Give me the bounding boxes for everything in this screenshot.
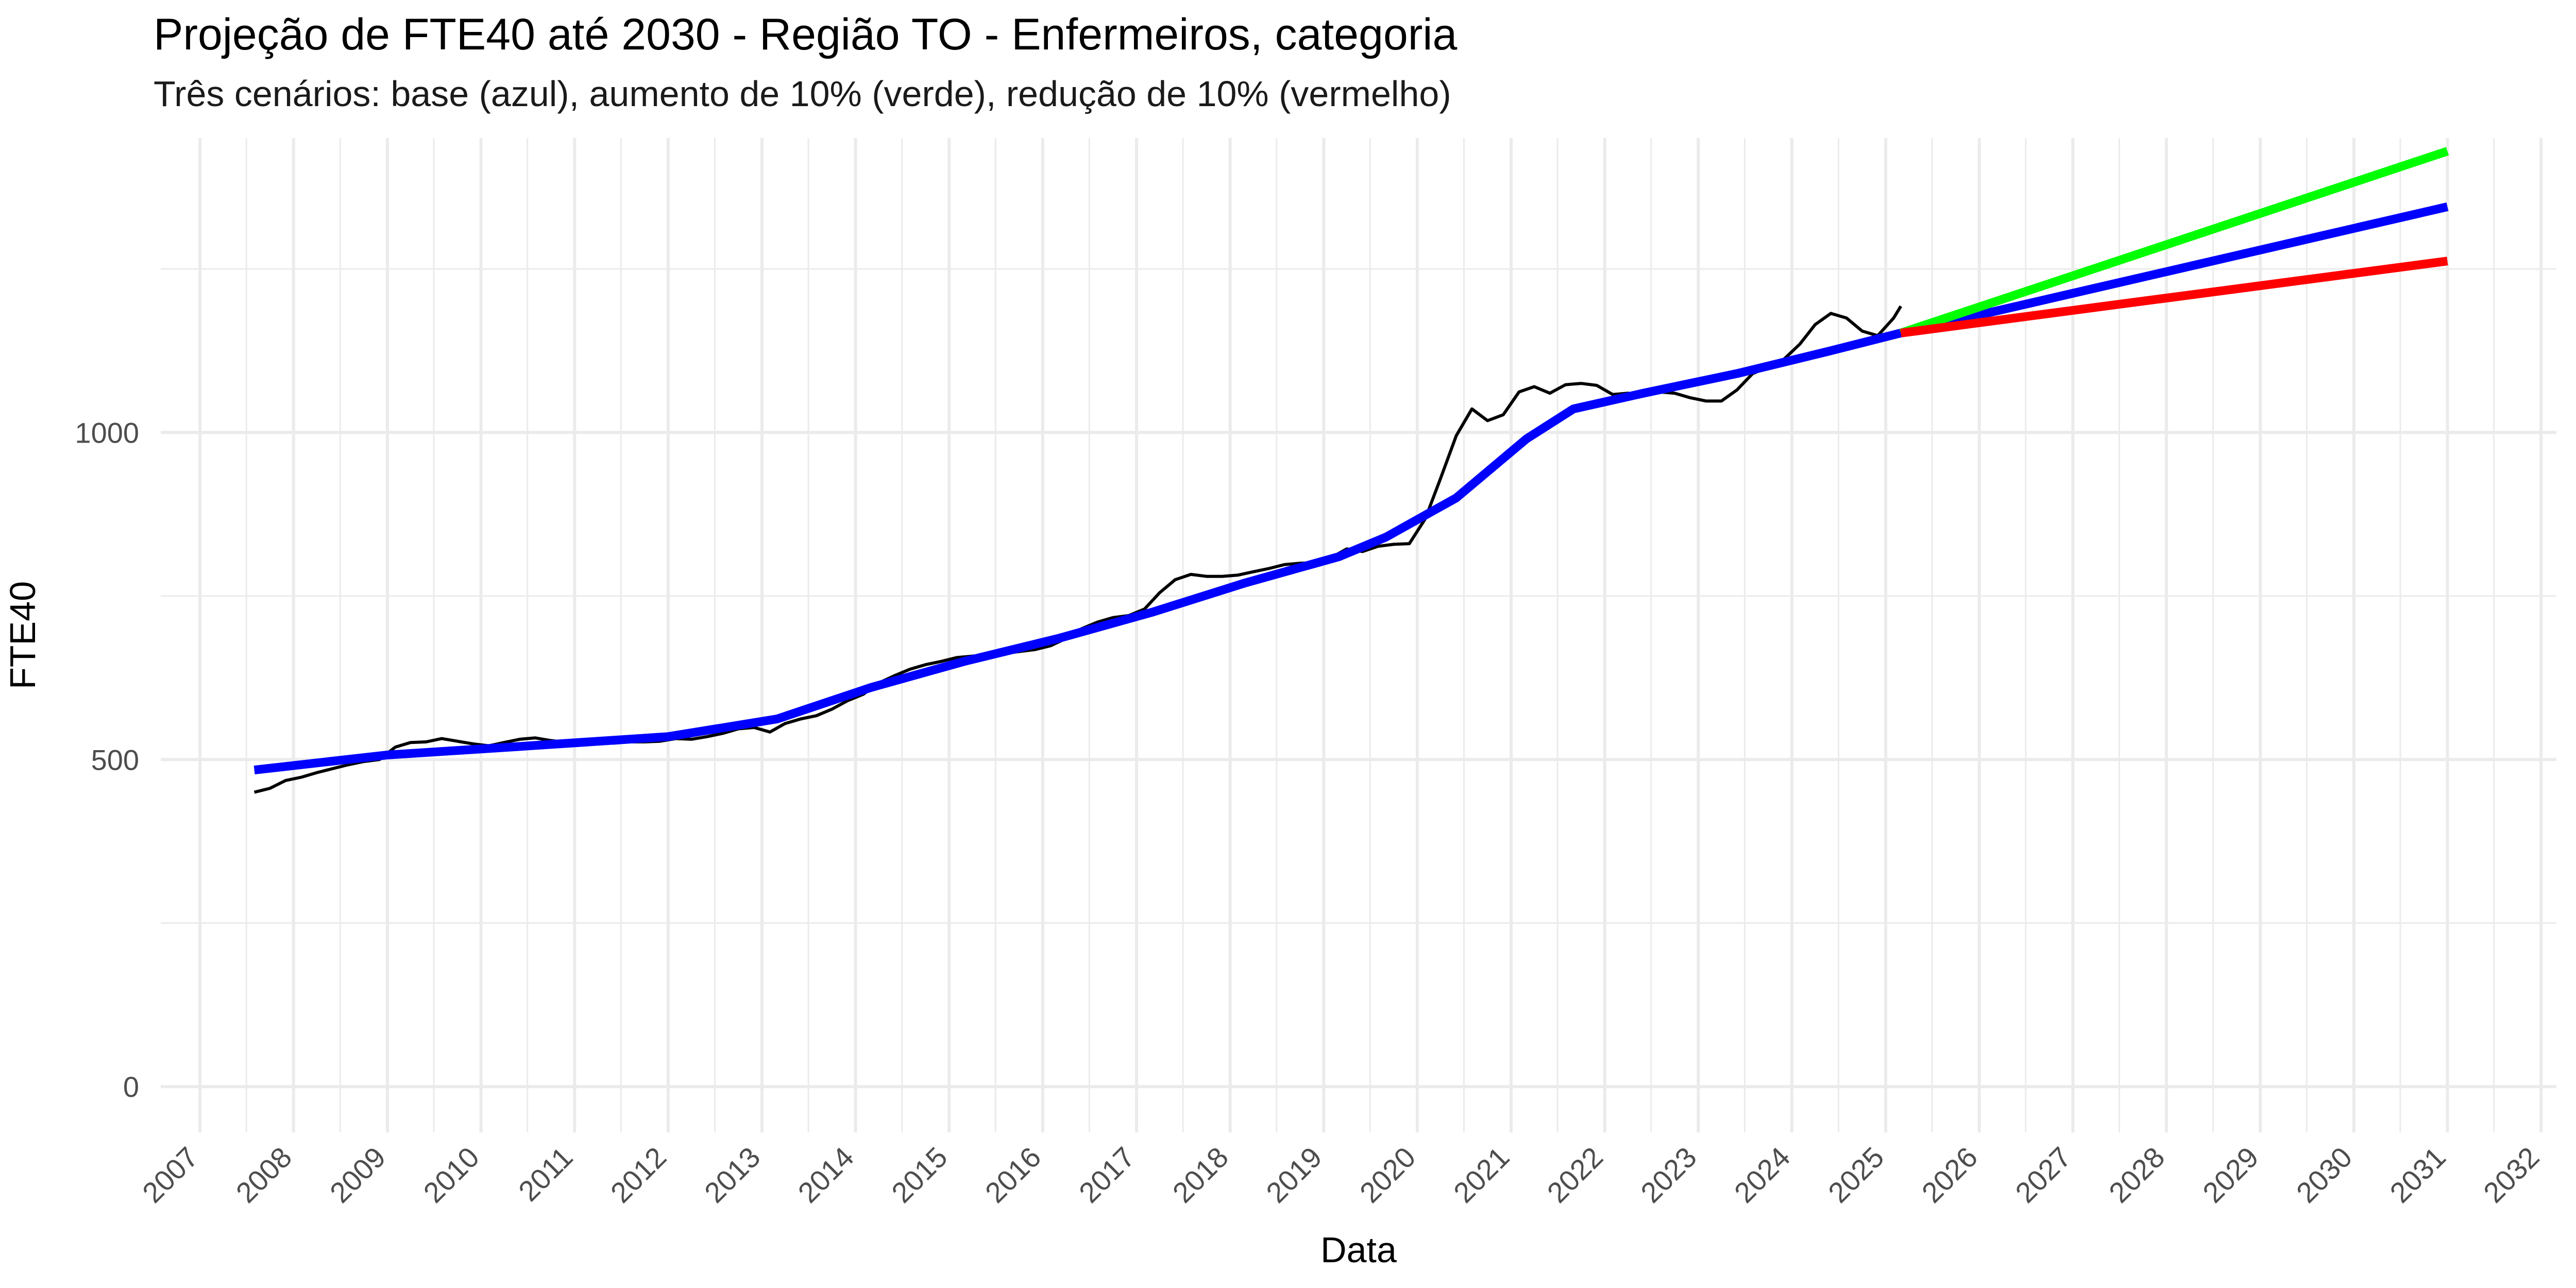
x-tick-label: 2025 [1822, 1141, 1890, 1209]
x-tick-label: 2009 [324, 1141, 392, 1209]
y-tick-label: 1000 [75, 416, 139, 449]
x-tick-label: 2024 [1728, 1141, 1797, 1209]
series-line-up [1899, 147, 2449, 337]
series-line-base [253, 202, 2449, 775]
x-tick-label: 2028 [2103, 1141, 2171, 1209]
x-tick-label: 2011 [512, 1141, 579, 1208]
x-tick-label: 2017 [1073, 1141, 1141, 1209]
series-line-down [1900, 257, 2448, 337]
x-tick-label: 2031 [2383, 1141, 2452, 1209]
y-tick-label: 500 [91, 743, 139, 776]
x-tick-label: 2008 [230, 1141, 298, 1209]
x-tick-label: 2015 [885, 1141, 954, 1209]
x-tick-label: 2012 [604, 1141, 673, 1209]
x-tick-label: 2026 [1916, 1141, 1984, 1209]
x-tick-label: 2019 [1260, 1141, 1328, 1209]
x-tick-label: 2018 [1166, 1141, 1235, 1209]
x-tick-label: 2022 [1541, 1141, 1609, 1209]
x-tick-label: 2014 [791, 1141, 860, 1209]
y-tick-label: 0 [123, 1071, 139, 1103]
x-tick-label: 2030 [2290, 1141, 2359, 1209]
chart-subtitle: Três cenários: base (azul), aumento de 1… [154, 74, 1451, 114]
x-tick-label: 2013 [698, 1141, 767, 1209]
x-tick-label: 2027 [2009, 1141, 2077, 1209]
x-tick-label: 2021 [1447, 1141, 1516, 1209]
x-tick-label: 2029 [2196, 1141, 2265, 1209]
x-tick-label: 2007 [136, 1141, 205, 1209]
tick-labels: 0 500 1000 2007 2008 2009 2010 2011 2012 2013 2014… [75, 416, 2545, 1209]
x-tick-label: 2016 [979, 1141, 1047, 1209]
series-layer [253, 147, 2449, 794]
series-line-observed [253, 305, 1903, 794]
x-tick-label: 2023 [1634, 1141, 1703, 1209]
x-tick-label: 2020 [1353, 1141, 1422, 1209]
x-tick-label: 2010 [417, 1141, 485, 1209]
x-axis-title: Data [1320, 1230, 1397, 1270]
chart-title: Projeção de FTE40 até 2030 - Região TO -… [154, 10, 1458, 59]
y-axis-title: FTE40 [3, 581, 43, 689]
x-tick-label: 2032 [2477, 1141, 2546, 1209]
grid [161, 138, 2556, 1132]
